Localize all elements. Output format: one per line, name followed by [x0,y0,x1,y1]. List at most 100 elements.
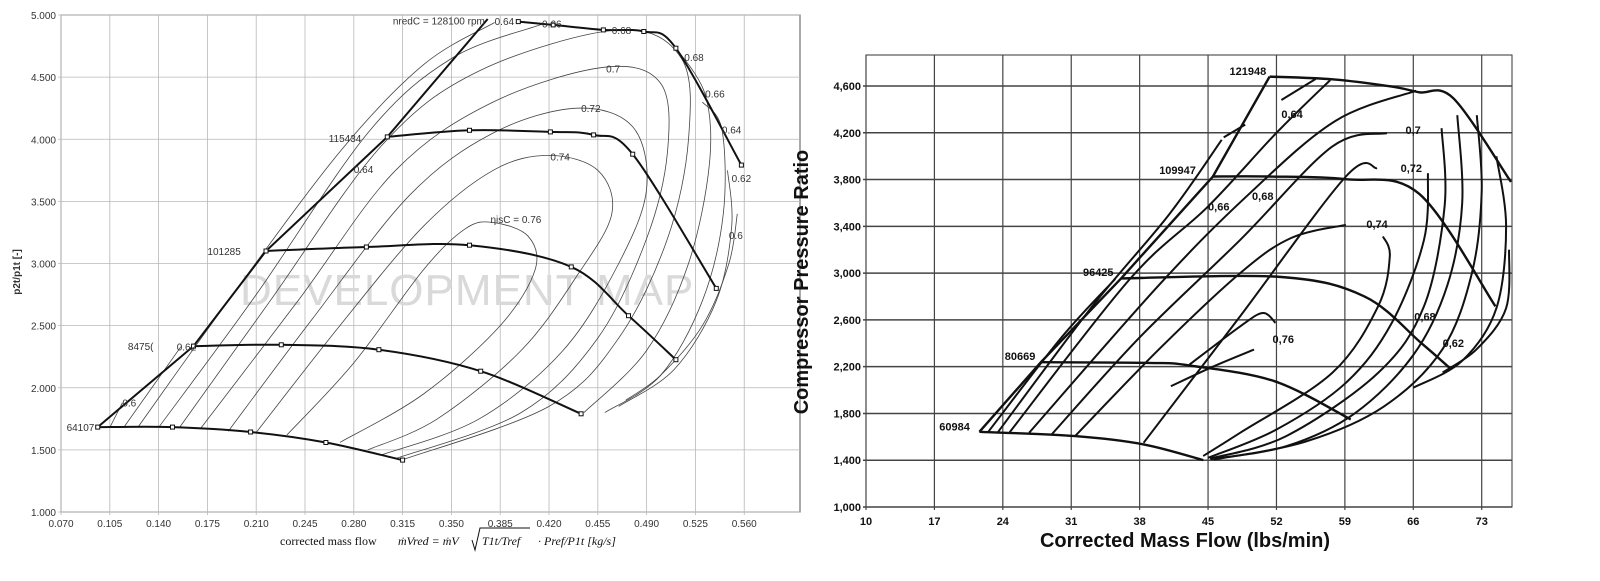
x-tick-label: 45 [1202,516,1214,528]
y-tick-label: 4,200 [833,128,861,140]
x-tick-label: 66 [1407,516,1419,528]
surge-line [97,18,489,428]
efficiency-contour-line [1207,173,1430,459]
data-point-marker [600,27,606,33]
efficiency-contour-0.64 [997,78,1508,433]
x-tick-label: 10 [860,516,872,528]
map-annotation: ηisC = 0.76 [490,215,541,226]
y-tick-label: 1.500 [31,446,56,457]
x-tick-label: 0.140 [146,519,171,530]
map-annotation: 0,64 [1281,109,1303,121]
x-tick-label: 0.455 [585,519,610,530]
map-annotation: nredC = 128100 rpm [393,17,485,28]
data-point-marker [384,134,390,140]
map-annotation: 0,7 [1405,125,1420,137]
map-annotation: 60984 [939,421,970,433]
efficiency-contour-line [618,170,733,407]
formula-lhs: ṁVred = ṁV [398,534,460,548]
y-tick-label: 4,600 [833,81,861,93]
efficiency-contour-line [1188,312,1277,366]
speed-line [193,343,582,415]
formula-root: T1t/Tref [482,534,522,548]
data-point-marker [515,19,521,25]
map-annotation: 0.62 [177,343,197,354]
efficiency-contour-line [286,221,538,443]
speed-line [387,129,718,289]
chart-2: 10 17 24 31 38 45 52 59 66 73 1,000 1,400 1,800 2,200… [833,54,1513,528]
y-tick-label: 3,400 [833,221,861,233]
map-annotation: 0.6 [122,399,136,410]
x-tick-label: 0.280 [341,519,366,530]
map-annotation: 0.64 [722,125,742,136]
x-axis-title-text: corrected mass flow [280,534,377,548]
speed-line-115434 [384,127,719,291]
x-tick-label: 17 [928,516,940,528]
y-tick-label: 3,800 [833,175,861,187]
y-tick-label: 2.500 [31,322,56,333]
sqrt-symbol [471,527,530,552]
map-annotation: 0,74 [1366,219,1388,231]
x-tick-label: 0.350 [439,519,464,530]
x-tick-label: 0.070 [48,519,73,530]
efficiency-contour-line [1008,79,1331,433]
map-annotation: 96425 [1083,267,1114,279]
data-point-marker [376,347,382,353]
data-point-marker [578,411,584,417]
efficiency-contour-0.66 [158,23,712,428]
data-point-marker [550,22,556,28]
map-annotation: 0,72 [1401,163,1422,175]
map-annotation: 115434 [329,134,362,145]
data-point-marker [591,132,597,138]
y-axis-title: p2t/p1t [-] [12,249,23,295]
map-annotation: 0,68 [1414,311,1435,323]
watermark: DEVELOPMENT MAP [240,266,694,315]
map-annotation: 0.66 [542,20,562,31]
data-point-marker [467,242,472,248]
y-tick-label: 1,000 [833,502,861,514]
efficiency-contour-0.6 [109,213,738,428]
efficiency-contour-line [1412,156,1508,389]
data-point-marker [713,285,719,291]
efficiency-contour-line [987,278,1116,433]
y-tick-label: 1.000 [31,508,56,519]
x-axis-title-right: Corrected Mass Flow (lbs/min) [1040,530,1330,552]
data-point-marker [547,129,553,135]
speed-line-80669 [1040,361,1352,421]
y-tick-label: 2.000 [31,384,56,395]
speed-line-60984 [979,430,1204,462]
efficiency-contour-line [1213,115,1483,461]
map-annotation: 8475( [128,342,154,353]
efficiency-contour-0.7 [1050,128,1447,460]
speed-line-8475 [191,342,584,417]
x-tick-label: 24 [997,516,1010,528]
data-point-marker [278,342,284,348]
efficiency-contour-line [227,107,648,456]
efficiency-contour-0.72 [227,107,648,456]
efficiency-contour-0.68 [179,29,691,461]
y-tick-label: 4.500 [31,73,56,84]
y-axis-title-right: Compressor Pressure Ratio [791,150,813,415]
x-tick-label: 0.245 [292,519,317,530]
data-point-marker [170,424,175,430]
map-annotation: 0,76 [1273,334,1294,346]
efficiency-contour-0.74 [255,154,614,451]
y-tick-label: 2,600 [833,315,861,327]
efficiency-contour-0.7 [200,66,670,459]
efficiency-contour-0.76 [1170,312,1277,388]
x-tick-label: 0.315 [390,519,415,530]
efficiency-contour-line [583,45,712,413]
data-point-marker [323,440,329,445]
speed-line [1121,274,1451,369]
efficiency-contour-line [1202,235,1391,457]
map-annotation: 64107 [67,423,95,434]
formula-rest: · Pref/P1t [kg/s] [538,534,616,548]
x-tick-label: 52 [1270,516,1282,528]
efficiency-contour-line [1442,249,1511,374]
data-point-marker [630,151,636,157]
efficiency-contour-line [1050,132,1388,436]
efficiency-contour-line [625,213,738,401]
map-annotation: 0,62 [1443,338,1464,350]
x-tick-label: 0.420 [537,519,562,530]
efficiency-contour-line [1209,128,1447,460]
data-point-marker [673,357,679,363]
